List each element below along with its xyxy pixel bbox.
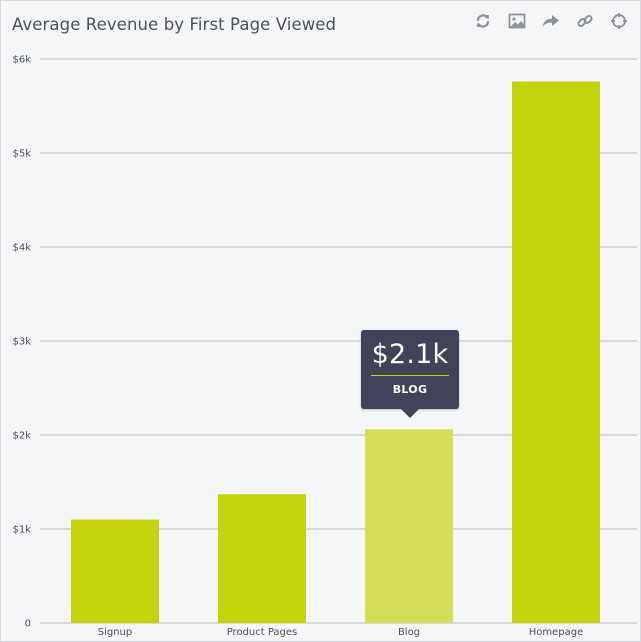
- tooltip-value: $2.1k: [371, 339, 449, 370]
- bar[interactable]: [365, 429, 453, 623]
- bar-tooltip: $2.1k BLOG: [361, 330, 459, 418]
- bar[interactable]: [71, 519, 159, 623]
- tooltip-label: BLOG: [392, 383, 428, 396]
- bar[interactable]: [218, 494, 306, 623]
- link-glyph: [577, 14, 593, 28]
- refresh-icon[interactable]: [472, 10, 494, 32]
- tooltip-pointer: [401, 409, 419, 418]
- y-tick-label: $4k: [12, 243, 31, 254]
- share-icon[interactable]: [540, 10, 562, 32]
- x-tick-label: Product Pages: [227, 627, 298, 638]
- chart-title: Average Revenue by First Page Viewed: [12, 15, 337, 34]
- image-glyph: [508, 13, 526, 29]
- tooltip-divider: [371, 375, 449, 376]
- crosshair-icon[interactable]: [608, 10, 630, 32]
- chart-toolbar: [472, 10, 630, 32]
- y-tick-label: $6k: [12, 55, 31, 66]
- y-tick-label: $2k: [12, 431, 31, 442]
- share-glyph: [542, 15, 559, 27]
- x-tick-label: Signup: [98, 627, 133, 638]
- image-icon[interactable]: [506, 10, 528, 32]
- refresh-glyph: [476, 14, 490, 28]
- bar[interactable]: [512, 81, 600, 623]
- y-tick-label: $5k: [12, 149, 31, 160]
- y-tick-label: $3k: [12, 337, 31, 348]
- y-tick-label: 0: [25, 619, 31, 630]
- link-icon[interactable]: [574, 10, 596, 32]
- crosshair-glyph: [611, 13, 627, 29]
- x-tick-label: Blog: [398, 627, 420, 638]
- x-tick-label: Homepage: [529, 627, 584, 638]
- y-tick-label: $1k: [12, 525, 31, 536]
